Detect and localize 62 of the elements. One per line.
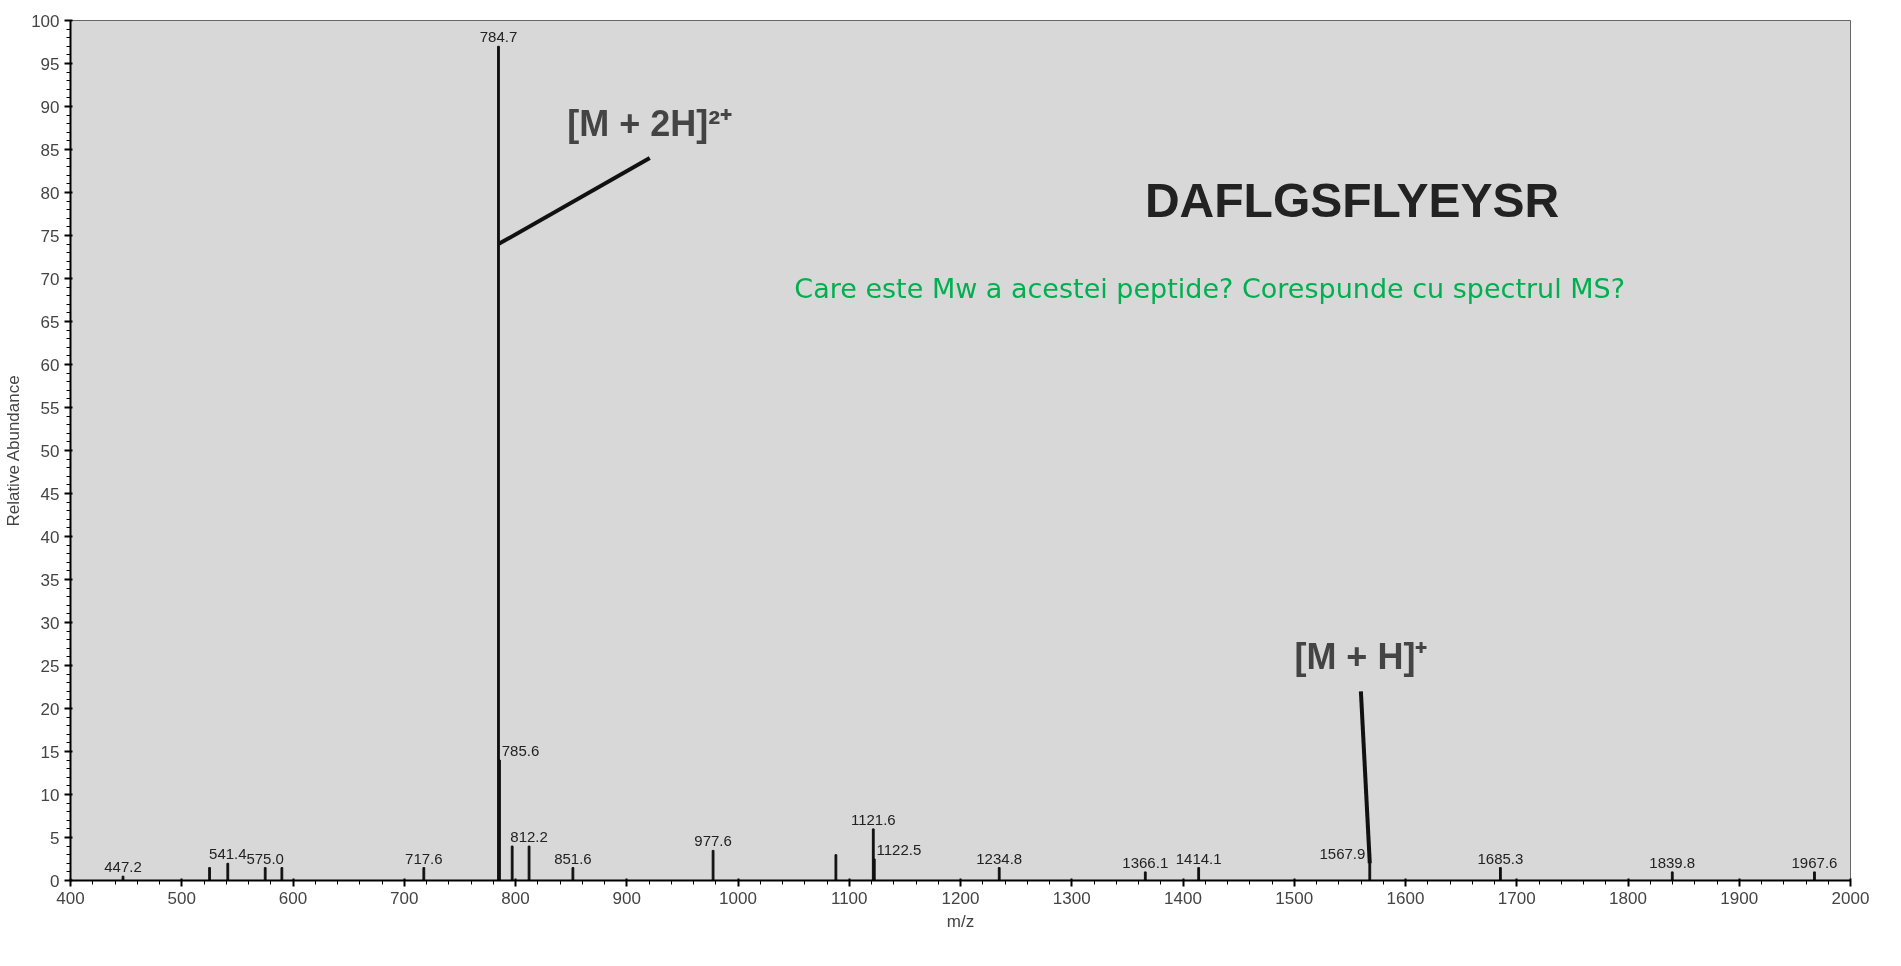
y-tick-label: 50 (40, 441, 60, 461)
annotation: 785.6 (501, 742, 540, 760)
y-tick-label: 65 (40, 312, 60, 332)
x-tick-label: 1400 (1164, 888, 1202, 908)
x-tick-label: 600 (278, 888, 308, 908)
annotation: 1414.1 (1175, 849, 1222, 867)
annotation: 717.6 (405, 849, 443, 867)
y-tick-label: 70 (40, 269, 60, 289)
y-tick-label: 85 (40, 140, 60, 160)
annotation: 851.6 (554, 849, 592, 867)
annotation: 812.2 (510, 828, 548, 846)
annotation: DAFLGSFLYEYSR (1144, 173, 1560, 227)
y-tick-label: 30 (40, 613, 60, 633)
y-tick-label: 10 (40, 785, 60, 805)
x-tick-label: 800 (501, 888, 530, 908)
x-tick-label: 1300 (1052, 888, 1091, 908)
annotation: 1366.1 (1122, 853, 1169, 871)
y-tick-label: 0 (50, 871, 60, 891)
x-axis-title: m/z (946, 911, 975, 931)
x-tick-label: 1200 (941, 888, 980, 908)
x-tick-label: 1600 (1386, 888, 1425, 908)
x-tick-label: 900 (612, 888, 641, 908)
y-tick-label: 35 (40, 570, 60, 590)
annotation: 1685.3 (1477, 849, 1524, 867)
y-tick-label: 60 (40, 355, 60, 375)
y-tick-label: 80 (40, 183, 60, 203)
annotation: Care este Mw a acestei peptide? Corespunde cu spectrul MS? (794, 273, 1626, 305)
y-tick-label: 75 (40, 226, 60, 246)
annotation: 1122.5 (876, 841, 922, 858)
annotation: [M + 2H]²⁺ (567, 103, 733, 145)
x-tick-label: 1500 (1275, 888, 1314, 908)
y-tick-label: 90 (40, 97, 60, 117)
y-axis-title: Relative Abundance (4, 375, 24, 527)
x-tick-label: 1100 (830, 888, 868, 908)
y-tick-label: 15 (40, 742, 60, 762)
y-tick-label: 40 (40, 527, 60, 547)
annotation: 541.4 (209, 845, 247, 863)
x-tick-label: 1000 (719, 888, 757, 908)
y-tick-label: 55 (40, 398, 60, 418)
y-tick-label: 20 (40, 699, 60, 719)
annotation: 977.6 (694, 832, 732, 850)
annotation: 784.7 (479, 28, 518, 46)
annotation: 1567.9 (1319, 845, 1366, 863)
annotation: 447.2 (104, 858, 142, 876)
y-tick-label: 5 (50, 828, 60, 848)
y-tick-label: 25 (40, 656, 60, 676)
y-tick-label: 100 (31, 11, 60, 31)
annotation: [M + H]⁺ (1294, 636, 1428, 678)
x-tick-label: 1700 (1497, 888, 1536, 908)
annotation: 1839.8 (1649, 853, 1696, 871)
x-tick-label: 2000 (1831, 888, 1870, 908)
annotation: 1967.6 (1791, 853, 1838, 871)
y-tick-label: 45 (40, 484, 60, 504)
annotation: 575.0 (246, 849, 284, 867)
y-tick-label: 95 (40, 54, 60, 74)
x-tick-label: 1900 (1720, 888, 1759, 908)
annotation: 1234.8 (976, 849, 1023, 867)
x-tick-label: 1800 (1609, 888, 1647, 908)
annotation: 1121.6 (850, 810, 896, 828)
x-tick-label: 700 (390, 888, 419, 908)
x-tick-label: 400 (56, 888, 85, 908)
x-tick-label: 500 (167, 888, 196, 908)
